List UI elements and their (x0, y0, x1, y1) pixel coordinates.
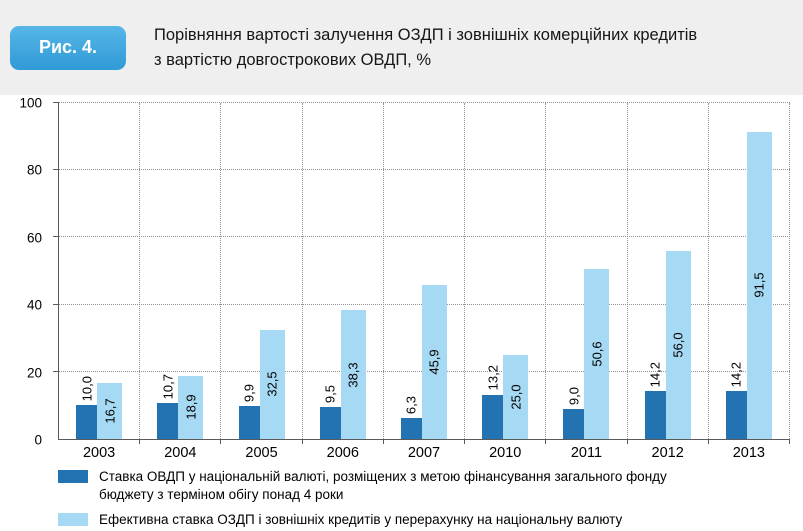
bar-ovdp: 14,2 (725, 362, 747, 439)
category-group: 10,7 18,9 2004 (140, 103, 222, 461)
bar-ozdp: 18,9 (178, 375, 204, 439)
legend-item-ozdp: Ефективна ставка ОЗДП і зовнішніх кредит… (58, 511, 793, 529)
category-group: 9,5 38,3 2006 (303, 103, 385, 461)
x-axis-label: 2007 (407, 445, 441, 461)
bar-value-label: 10,7 (160, 373, 176, 400)
x-axis-label: 2003 (82, 445, 116, 461)
plot-area: 10,0 16,7 2003 10,7 18,9 2004 9,9 32,5 2005 9,5 38… (53, 102, 791, 461)
bar-ovdp: 14,2 (644, 362, 666, 439)
y-axis-label: 0 (34, 432, 42, 448)
gridline (53, 169, 790, 171)
bar-value-label: 45,9 (426, 349, 442, 375)
bar-value-label: 16,7 (102, 398, 118, 424)
y-axis-label: 40 (26, 297, 42, 313)
category-group: 9,0 50,6 2011 (546, 103, 628, 461)
bar-ovdp: 9,9 (238, 384, 260, 439)
bar-ozdp: 25,0 (503, 355, 529, 439)
legend-item-ovdp: Ставка ОВДП у національній валюті, розмі… (58, 468, 793, 504)
bar-value-label: 25,0 (508, 384, 524, 410)
bar-value-label: 10,0 (79, 376, 95, 402)
y-axis-label: 80 (26, 162, 42, 178)
bar-value-label: 9,9 (241, 383, 257, 402)
category-group: 14,2 56,0 2012 (628, 103, 709, 461)
category-group: 10,0 16,7 2003 (59, 103, 141, 461)
x-axis-label: 2004 (164, 445, 197, 461)
legend-label-ozdp: Ефективна ставка ОЗДП і зовнішніх кредит… (99, 512, 623, 528)
x-axis-label: 2012 (651, 445, 684, 461)
bar-value-label: 91,5 (751, 272, 767, 298)
x-axis-label: 2006 (326, 445, 359, 461)
bar-value-label: 56,0 (670, 332, 686, 358)
bar-ovdp: 6,3 (400, 396, 422, 439)
gridline (53, 102, 790, 103)
x-axis-label: 2013 (732, 445, 765, 461)
bar-ovdp: 9,0 (563, 387, 585, 439)
figure-title: Порівняння вартості залучення ОЗДП і зов… (154, 23, 697, 73)
bar-ovdp: 10,0 (76, 376, 98, 439)
figure-label-badge: Рис. 4. (10, 25, 126, 70)
bar-value-label: 6,3 (403, 395, 419, 414)
y-axis: 0 20 40 60 80 100 (0, 96, 58, 448)
category-group: 6,3 45,9 2007 (384, 103, 466, 461)
legend-swatch-ovdp (58, 470, 88, 483)
figure-header: Рис. 4. Порівняння вартості залучення ОЗ… (0, 0, 803, 95)
legend-swatch-ozdp (58, 513, 88, 527)
figure-label: Рис. 4. (38, 37, 98, 57)
chart: 0 20 40 60 80 100 10,0 16,7 2003 10,7 18,9 2004 9,9… (0, 96, 803, 461)
bar-value-label: 38,3 (345, 362, 361, 388)
x-axis-label: 2010 (489, 445, 522, 461)
bar-ovdp: 10,7 (157, 374, 179, 439)
figure-title-line-1: Порівняння вартості залучення ОЗДП і зов… (154, 25, 698, 44)
y-axis-label: 100 (19, 95, 42, 111)
bar-ozdp: 91,5 (746, 131, 772, 439)
bar-value-label: 9,0 (566, 386, 582, 405)
x-axis-label: 2011 (570, 445, 603, 461)
bar-value-label: 14,2 (647, 361, 663, 388)
bar-ozdp: 50,6 (584, 268, 610, 439)
bar-value-label: 9,5 (322, 385, 338, 404)
y-axis-label: 20 (26, 365, 42, 381)
bar-value-label: 50,6 (589, 341, 605, 367)
figure-title-line-2: з вартістю довгострокових ОВДП, % (154, 50, 432, 69)
bar-ozdp: 32,5 (259, 329, 285, 439)
category-group: 9,9 32,5 2005 (221, 103, 303, 461)
bar-ozdp: 16,7 (97, 382, 123, 439)
category-group: 13,2 25,0 2010 (465, 103, 547, 461)
x-axis-label: 2005 (245, 445, 278, 461)
bar-value-label: 18,9 (183, 394, 199, 420)
bar-ovdp: 13,2 (482, 365, 504, 439)
y-axis-label: 60 (26, 230, 42, 246)
bar-value-label: 13,2 (485, 365, 501, 391)
legend: Ставка ОВДП у національній валюті, розмі… (58, 468, 793, 530)
bar-ozdp: 38,3 (340, 310, 366, 439)
bar-ozdp: 56,0 (665, 250, 691, 439)
bar-value-label: 32,5 (264, 371, 280, 398)
bar-ovdp: 9,5 (319, 385, 341, 439)
gridline (53, 236, 790, 238)
legend-label-ovdp: Ставка ОВДП у національній валюті, розмі… (99, 469, 667, 503)
bar-value-label: 14,2 (728, 361, 744, 388)
bar-ozdp: 45,9 (421, 284, 447, 439)
category-group: 14,2 91,5 2013 (709, 103, 791, 461)
